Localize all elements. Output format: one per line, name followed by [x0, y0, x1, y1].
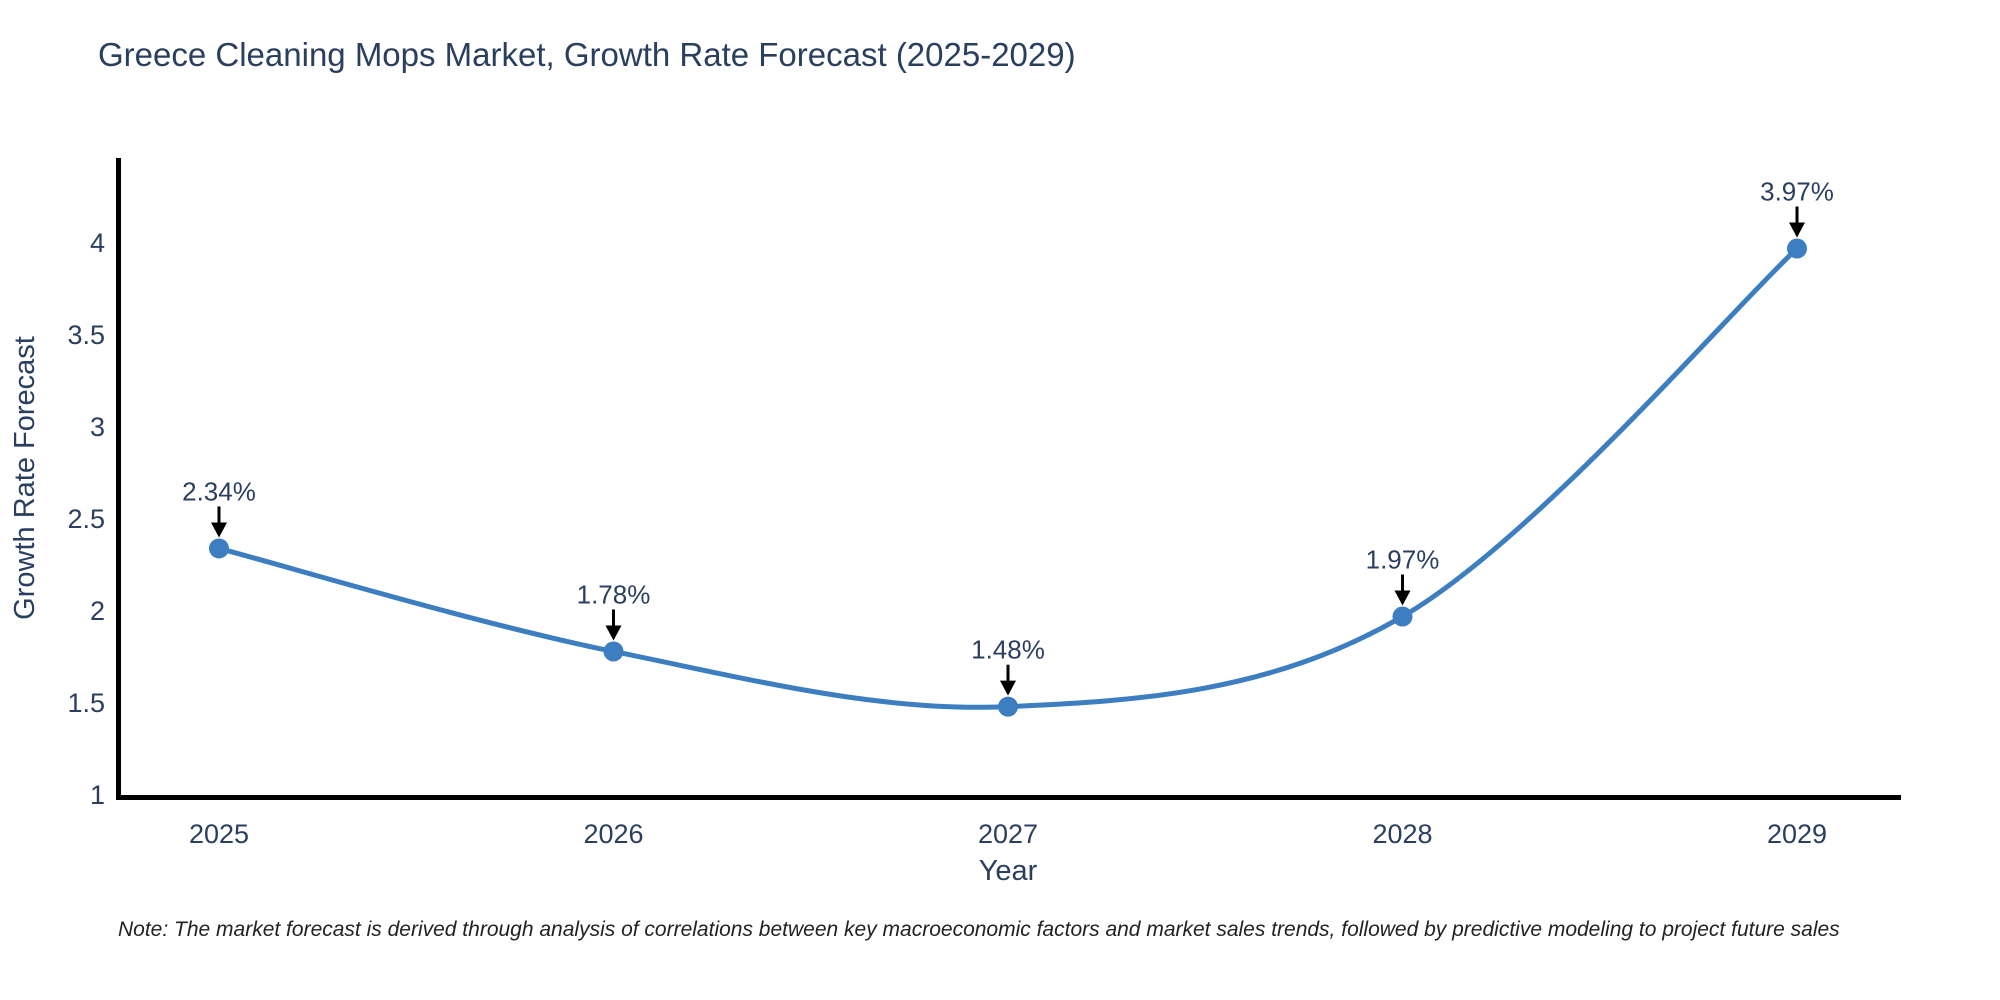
y-tick-label: 2.5 [67, 504, 105, 534]
data-point-marker [209, 538, 229, 559]
point-value-label: 2.34% [182, 476, 256, 506]
data-point-marker [1392, 606, 1413, 627]
y-tick-label: 1.5 [67, 688, 105, 718]
footnote: Note: The market forecast is derived thr… [118, 918, 1840, 941]
y-axis-tick-labels: 1 1.5 2 2.5 3 3.5 4 [67, 228, 105, 810]
y-tick-label: 1 [90, 780, 105, 810]
point-value-label: 1.48% [971, 635, 1045, 665]
axes [116, 158, 1901, 800]
x-tick-label: 2029 [1767, 819, 1827, 849]
x-tick-label: 2027 [978, 819, 1038, 849]
data-point-marker [603, 641, 624, 662]
point-value-label: 1.97% [1366, 545, 1440, 575]
annotation-arrowhead [1000, 680, 1016, 696]
annotation-arrowhead [605, 625, 622, 641]
x-tick-label: 2028 [1372, 819, 1432, 849]
point-value-label: 1.78% [577, 579, 651, 609]
annotation-arrowhead [211, 522, 227, 538]
annotation-arrowhead [1789, 222, 1805, 238]
x-axis-tick-labels: 2025 2026 2027 2028 2029 [189, 819, 1827, 849]
y-tick-label: 3 [90, 412, 105, 442]
data-series [209, 238, 1807, 717]
y-tick-label: 2 [90, 596, 105, 626]
y-tick-label: 4 [90, 228, 105, 258]
y-tick-label: 3.5 [67, 320, 105, 350]
annotation-arrowhead [1394, 590, 1411, 606]
x-tick-label: 2026 [583, 819, 643, 849]
data-point-marker [998, 696, 1018, 717]
y-axis-title: Growth Rate Forecast [9, 336, 41, 620]
point-annotations: 2.34% 1.78% 1.48% 1.97% 3.97% [182, 177, 1834, 696]
data-point-marker [1787, 238, 1807, 259]
x-tick-label: 2025 [189, 819, 249, 849]
x-axis-title: Year [979, 855, 1038, 887]
chart-title: Greece Cleaning Mops Market, Growth Rate… [98, 36, 1076, 73]
point-value-label: 3.97% [1760, 177, 1834, 207]
